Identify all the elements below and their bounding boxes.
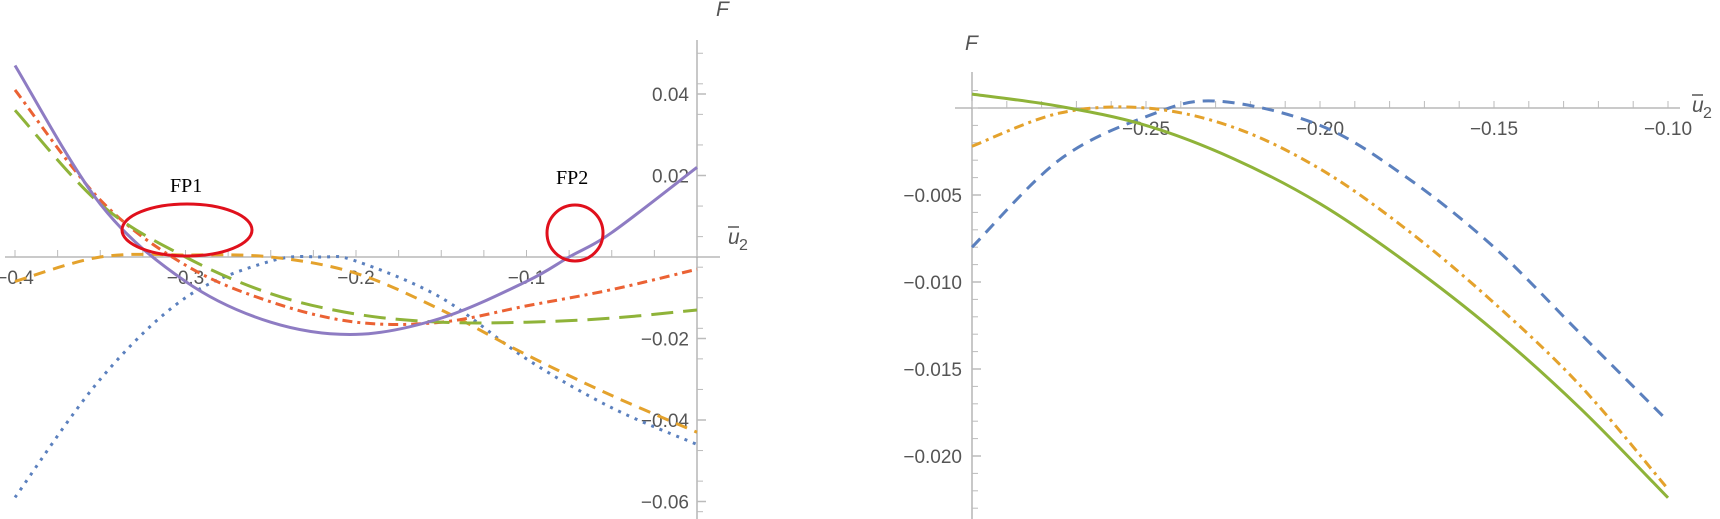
y-tick-label: −0.06: [641, 493, 689, 514]
y-axis-label: F: [716, 0, 730, 21]
series-line: [971, 92, 1670, 499]
y-tick-label: −0.02: [641, 330, 689, 351]
x-tick-label: −0.20: [1296, 119, 1344, 140]
series-line: [971, 105, 1670, 491]
right-chart: −0.25 −0.20 −0.15 −0.10 −0.005 −0.010 −0.015 −0…: [903, 32, 1712, 519]
y-tick-label: −0.020: [903, 447, 962, 468]
y-tick-label: −0.005: [903, 186, 962, 207]
x-tick-label: −0.10: [1644, 119, 1692, 140]
y-axis-label: F: [965, 32, 979, 55]
x-axis-label: u: [1692, 94, 1704, 117]
left-chart: −0.4 −0.3 −0.2 −0.10.040.02−0.02−0.04−0.06F…: [0, 0, 748, 519]
series-line: [13, 254, 698, 499]
x-tick-label: −0.15: [1470, 119, 1518, 140]
series-line: [13, 64, 698, 336]
series-line: [13, 109, 698, 325]
series-line: [14, 252, 698, 434]
x-axis-label: u: [728, 226, 740, 249]
y-tick-label: −0.015: [903, 360, 962, 381]
series-line: [970, 99, 1670, 423]
fp2-marker: [545, 203, 605, 263]
x-axis-label-subscript: 2: [739, 237, 748, 254]
x-tick-label: −0.4: [0, 268, 34, 289]
x-tick-label: −0.25: [1122, 119, 1170, 140]
x-tick-label: −0.1: [508, 268, 546, 289]
y-tick-label: −0.04: [641, 411, 690, 432]
y-tick-label: −0.010: [903, 273, 962, 294]
y-tick-label: 0.04: [652, 85, 689, 106]
series-line: [13, 89, 698, 326]
fp1-label: FP1: [170, 175, 202, 197]
x-tick-label: −0.2: [337, 268, 375, 289]
fp1-marker: [120, 202, 254, 258]
fp2-label: FP2: [556, 167, 588, 189]
x-axis-label-subscript: 2: [1703, 105, 1712, 122]
